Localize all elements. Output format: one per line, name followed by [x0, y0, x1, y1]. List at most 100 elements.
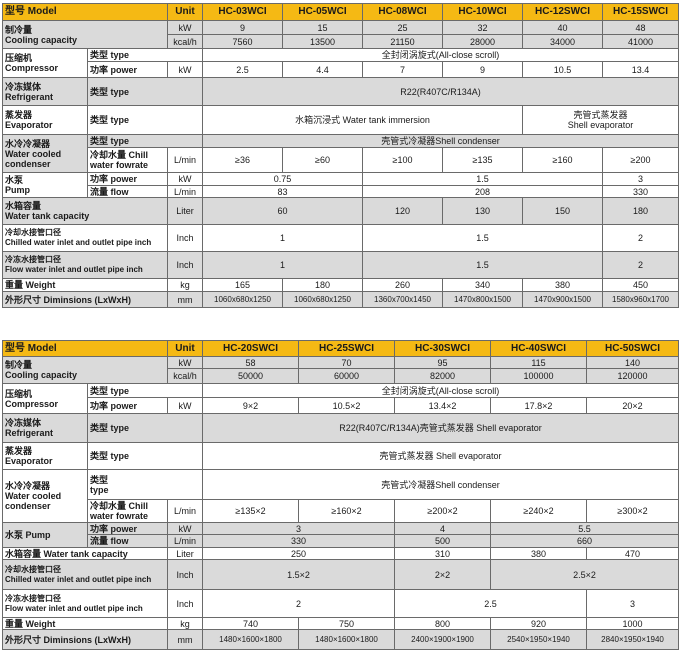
value-cell: 1470x800x1500: [442, 291, 524, 308]
value-cell: 0.75: [202, 172, 364, 186]
header-cell: HC-25SWCI: [298, 340, 396, 357]
row-label-cell: 功率 power: [86, 522, 169, 535]
value-cell: mm: [167, 629, 204, 650]
value-cell: 7560: [202, 34, 284, 49]
value-cell: 95: [394, 356, 492, 369]
value-cell: 3: [202, 522, 396, 535]
header-cell: HC-20SWCI: [202, 340, 300, 357]
value-cell: 82000: [394, 368, 492, 384]
value-cell: ≥100: [362, 147, 444, 173]
value-cell: 60: [202, 197, 364, 225]
value-cell: 21150: [362, 34, 444, 49]
row-label-cell: 重量 Weight: [1, 617, 169, 630]
value-cell: 2400×1900×1900: [394, 629, 492, 650]
value-cell: 165: [202, 278, 284, 292]
value-cell: 15: [282, 20, 364, 35]
value-cell: ≥240×2: [490, 499, 588, 523]
value-cell: kcal/h: [167, 368, 204, 384]
value-cell: 208: [362, 185, 604, 198]
value-cell: 2×2: [394, 559, 492, 590]
value-cell: 1480×1600×1800: [202, 629, 300, 650]
value-cell: 10.5×2: [298, 397, 396, 414]
table-row: 蒸发器 Evaporator 类型 type 壳管式蒸发器 Shell evapor…: [2, 442, 680, 470]
value-cell: 1000: [586, 617, 680, 630]
value-cell: ≥300×2: [586, 499, 680, 523]
value-cell: L/min: [167, 147, 204, 173]
table-row: 压缩机 Compressor 类型 type 全封闭涡旋式(All-close sc…: [2, 383, 680, 414]
value-cell: 330: [202, 534, 396, 548]
table-row: 外形尺寸 Diminsions (LxWxH) mm 1480×1600×1800 1…: [1, 629, 680, 650]
spec-table-large-models: 型号 Model Unit HC-20SWCI HC-25SWCI HC-30SWCI H…: [1, 340, 680, 650]
row-label-cell: 水箱容量 Water tank capacity: [1, 197, 169, 225]
row-label-cell: 类型 type: [86, 442, 204, 470]
value-cell: 83: [202, 185, 364, 198]
value-cell: kg: [167, 617, 204, 630]
row-label-cell: 冷却水接管口径 Chilled water inlet and outlet p…: [1, 559, 169, 590]
row-label-cell: 功率 power: [86, 397, 169, 414]
row-label-cell: 类型 type: [86, 383, 204, 398]
spec-table-small-models: 型号 Model Unit HC-03WCI HC-05WCI HC-08WCI HC-1…: [1, 3, 680, 308]
row-label-cell: 类型 type: [86, 77, 204, 106]
value-cell: 140: [586, 356, 680, 369]
value-cell: kW: [167, 522, 204, 535]
header-cell: HC-15SWCI: [602, 3, 680, 21]
table-row: 水箱容量 Water tank capacity Liter 60 120 130 150…: [1, 197, 680, 225]
table-header-row: 型号 Model Unit HC-20SWCI HC-25SWCI HC-30SWCI H…: [1, 340, 680, 357]
value-cell: 250: [202, 547, 396, 560]
value-cell: 13.4×2: [394, 397, 492, 414]
spec-table-2-container: 型号 Model Unit HC-20SWCI HC-25SWCI HC-30SWCI H…: [1, 340, 680, 650]
table-row: kcal/h 50000 60000 82000 100000 120000: [3, 368, 680, 384]
value-cell: Inch: [167, 251, 204, 279]
value-cell: 28000: [442, 34, 524, 49]
value-cell: 380: [522, 278, 604, 292]
value-cell: 260: [362, 278, 444, 292]
row-label-cell: 水箱容量 Water tank capacity: [1, 547, 169, 560]
value-cell: 水箱沉浸式 Water tank immersion: [202, 105, 524, 135]
header-cell: 型号 Model: [1, 340, 169, 357]
value-cell: 1060x680x1250: [202, 291, 284, 308]
table-row: 冷却水量 Chill water fowrate L/min ≥135×2 ≥160×…: [3, 499, 680, 523]
value-cell: 41000: [602, 34, 680, 49]
row-label-cell: 冷却水接管口径 Chilled water inlet and outlet p…: [1, 224, 169, 252]
value-cell: 20×2: [586, 397, 680, 414]
value-cell: ≥135×2: [202, 499, 300, 523]
value-cell: 2: [602, 251, 680, 279]
row-label-cell: 冷冻水接管口径 Flow water inlet and outlet pipe…: [1, 589, 169, 618]
value-cell: 330: [602, 185, 680, 198]
value-cell: 180: [602, 197, 680, 225]
value-cell: 13.4: [602, 61, 680, 78]
table-row: 冷却水量 Chill water fowrate L/min ≥36 ≥60 ≥100 ≥…: [3, 147, 680, 173]
value-cell: 40: [522, 20, 604, 35]
value-cell: ≥160×2: [298, 499, 396, 523]
table-row: 流量 flow L/min 330 500 660: [3, 534, 680, 548]
table-row: 冷冻水接管口径 Flow water inlet and outlet pipe…: [1, 589, 680, 618]
row-label-cell: 冷冻水接管口径 Flow water inlet and outlet pipe…: [1, 251, 169, 279]
value-cell: 1: [202, 224, 364, 252]
value-cell: 1470x900x1500: [522, 291, 604, 308]
row-label-cell: 制冷量 Cooling capacity: [1, 356, 169, 384]
value-cell: 壳管式冷凝器Shell condenser: [202, 469, 680, 500]
value-cell: 920: [490, 617, 588, 630]
value-cell: 2: [602, 224, 680, 252]
value-cell: 10.5: [522, 61, 604, 78]
row-label-cell: 蒸发器 Evaporator: [2, 442, 88, 470]
value-cell: 2.5: [394, 589, 588, 618]
table-row: 冷冻媒体 Refrigerant 类型 type R22(R407C/R134A): [2, 77, 680, 106]
value-cell: R22(R407C/R134A): [202, 77, 680, 106]
table-row: 水泵 Pump 功率 power kW 3 4 5.5: [2, 522, 680, 548]
value-cell: 310: [394, 547, 492, 560]
table-row: 冷却水接管口径 Chilled water inlet and outlet p…: [1, 559, 680, 590]
value-cell: Inch: [167, 589, 204, 618]
value-cell: 全封闭涡旋式(All-close scroll): [202, 48, 680, 62]
value-cell: 450: [602, 278, 680, 292]
row-label-cell: 压缩机 Compressor: [2, 48, 88, 78]
row-label-cell: 流量 flow: [86, 185, 169, 198]
value-cell: 1.5: [362, 224, 604, 252]
value-cell: 2.5×2: [490, 559, 680, 590]
row-label-cell: 功率 power: [86, 172, 169, 186]
value-cell: 48: [602, 20, 680, 35]
value-cell: 2540×1950×1940: [490, 629, 588, 650]
table-row: 压缩机 Compressor 类型 type 全封闭涡旋式(All-close sc…: [2, 48, 680, 78]
value-cell: 壳管式冷凝器Shell condenser: [202, 134, 680, 148]
row-label-cell: 制冷量 Cooling capacity: [1, 20, 169, 49]
